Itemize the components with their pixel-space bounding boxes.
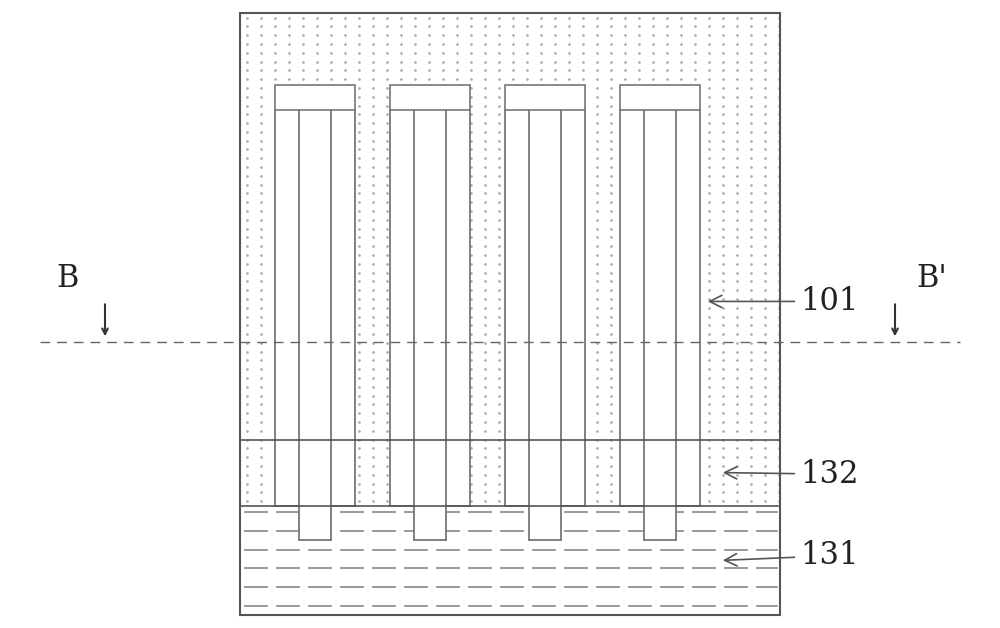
Bar (275, 85, 355, 110)
Text: 131: 131 (725, 540, 858, 571)
Bar (299, 110, 331, 540)
Bar (331, 110, 355, 506)
Text: B: B (57, 263, 79, 294)
Bar (620, 110, 644, 506)
Bar (529, 110, 561, 540)
Bar (505, 85, 585, 110)
Bar (620, 85, 700, 110)
Text: 101: 101 (710, 286, 858, 317)
Bar (446, 110, 470, 506)
Text: 132: 132 (725, 458, 858, 490)
Bar (644, 110, 676, 540)
Bar (275, 110, 299, 506)
Bar (390, 110, 414, 506)
Bar (240, 13, 780, 615)
Bar (676, 110, 700, 506)
Text: B': B' (917, 263, 947, 294)
Bar (275, 85, 355, 110)
Bar (505, 85, 585, 110)
Bar (505, 110, 529, 506)
Bar (414, 110, 446, 540)
Bar (390, 85, 470, 110)
Bar (561, 110, 585, 506)
Bar (390, 85, 470, 110)
Bar (620, 85, 700, 110)
